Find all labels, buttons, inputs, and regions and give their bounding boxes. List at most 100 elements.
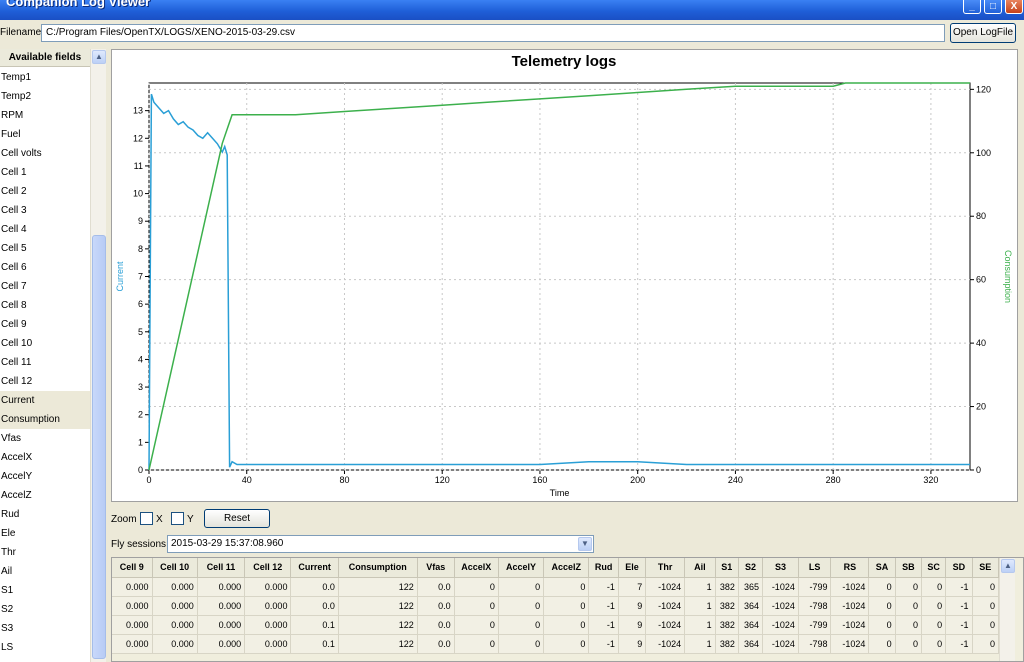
field-item[interactable]: Cell 12	[1, 376, 33, 387]
open-logfile-button[interactable]: Open LogFile	[950, 23, 1016, 43]
y-left-tick-label: 13	[133, 106, 143, 116]
table-row[interactable]: 0.000 0.000 0.000 0.000 0.1 122 0.0 0 0 0 -1 9 -1024…	[112, 634, 999, 654]
y-left-tick-label: 11	[134, 161, 143, 171]
field-item[interactable]: Cell 7	[1, 281, 27, 292]
field-item[interactable]: Cell 1	[1, 167, 27, 178]
y-right-tick-label: 60	[976, 275, 986, 285]
table-cell: -1024	[762, 596, 799, 616]
field-item[interactable]: S2	[1, 604, 14, 615]
column-header[interactable]: Cell 12	[244, 558, 292, 578]
x-tick-label: 200	[630, 475, 645, 485]
column-header[interactable]: SE	[972, 558, 999, 578]
field-item[interactable]: Cell volts	[1, 148, 42, 159]
table-cell: 0	[895, 577, 922, 597]
table-cell: 0	[454, 615, 499, 635]
y-left-tick-label: 4	[138, 354, 143, 364]
field-item[interactable]: Consumption	[0, 410, 90, 429]
column-header[interactable]: Ele	[618, 558, 647, 578]
field-item[interactable]: Fuel	[1, 129, 21, 140]
y-right-tick-label: 0	[976, 465, 981, 475]
zoom-x-checkbox[interactable]	[140, 512, 153, 525]
telemetry-chart[interactable]: Telemetry logs 0 40 80 120 160 200 240 280 320 Tim…	[111, 49, 1018, 502]
column-header[interactable]: S2	[738, 558, 764, 578]
field-item[interactable]: Vfas	[1, 433, 22, 444]
table-cell: 0.000	[244, 634, 292, 654]
field-item[interactable]: AccelX	[1, 452, 33, 463]
y-left-tick-label: 9	[138, 216, 143, 226]
scroll-thumb[interactable]	[92, 235, 106, 659]
filename-row: Filename C:/Program Files/OpenTX/LOGS/XE…	[0, 22, 1024, 44]
y-left-tick-label: 6	[138, 299, 143, 309]
field-item[interactable]: LS	[1, 642, 14, 653]
minimize-button[interactable]: _	[963, 0, 981, 14]
table-cell: 382	[715, 615, 739, 635]
maximize-button[interactable]: □	[984, 0, 1002, 14]
column-header[interactable]: S1	[715, 558, 739, 578]
field-item[interactable]: Cell 10	[1, 338, 33, 349]
column-header[interactable]: S3	[762, 558, 799, 578]
column-header[interactable]: Consumption	[338, 558, 418, 578]
column-header[interactable]: Vfas	[417, 558, 455, 578]
table-cell: 122	[338, 615, 418, 635]
table-row[interactable]: 0.000 0.000 0.000 0.000 0.0 122 0.0 0 0 0 -1 7 -1024…	[112, 577, 999, 597]
scroll-up-icon[interactable]: ▲	[92, 50, 106, 64]
column-header[interactable]: Cell 9	[112, 558, 153, 578]
column-header[interactable]: SD	[945, 558, 973, 578]
column-header[interactable]: RS	[830, 558, 870, 578]
field-item[interactable]: Current	[0, 391, 90, 410]
table-cell: 0	[972, 615, 999, 635]
scroll-up-icon[interactable]: ▲	[1001, 559, 1015, 573]
close-button[interactable]: X	[1005, 0, 1023, 14]
field-item[interactable]: Cell 6	[1, 262, 27, 273]
column-header[interactable]: AccelX	[454, 558, 499, 578]
field-item[interactable]: AccelZ	[1, 490, 32, 501]
zoom-y-checkbox[interactable]	[171, 512, 184, 525]
column-header[interactable]: Ail	[684, 558, 716, 578]
x-tick-label: 120	[435, 475, 450, 485]
field-item[interactable]: S3	[1, 623, 14, 634]
field-item[interactable]: Cell 8	[1, 300, 27, 311]
column-header[interactable]: LS	[798, 558, 832, 578]
available-fields-header[interactable]: Available fields	[0, 49, 90, 67]
reset-button[interactable]: Reset	[204, 509, 270, 528]
field-item[interactable]: RPM	[1, 110, 24, 121]
fly-sessions-select[interactable]: 2015-03-29 15:37:08.960 ▼	[167, 535, 594, 553]
field-item[interactable]: AccelY	[1, 471, 33, 482]
field-item[interactable]: Cell 9	[1, 319, 27, 330]
column-header[interactable]: Current	[290, 558, 339, 578]
table-row[interactable]: 0.000 0.000 0.000 0.000 0.0 122 0.0 0 0 0 -1 9 -1024…	[112, 596, 999, 616]
table-scrollbar[interactable]: ▲	[999, 558, 1015, 661]
table-cell: 0	[498, 615, 545, 635]
field-item[interactable]: Cell 5	[1, 243, 27, 254]
field-item[interactable]: Ele	[1, 528, 16, 539]
series-line-current	[148, 93, 970, 471]
field-item[interactable]: Cell 11	[1, 357, 32, 368]
field-item[interactable]: Cell 3	[1, 205, 27, 216]
chevron-down-icon[interactable]: ▼	[578, 537, 592, 551]
column-header[interactable]: AccelY	[498, 558, 545, 578]
field-item[interactable]: Ail	[1, 566, 13, 577]
fields-scrollbar[interactable]: ▲	[90, 49, 106, 662]
field-item[interactable]: Cell 2	[1, 186, 27, 197]
column-header[interactable]: Cell 11	[197, 558, 246, 578]
column-header[interactable]: AccelZ	[543, 558, 590, 578]
table-cell: 0	[543, 615, 590, 635]
table-cell: 0.0	[417, 577, 455, 597]
column-header[interactable]: Rud	[588, 558, 619, 578]
column-header[interactable]: SB	[895, 558, 922, 578]
zoom-x-label: X	[156, 514, 163, 525]
field-item[interactable]: Thr	[1, 547, 16, 558]
field-item[interactable]: Rud	[1, 509, 20, 520]
field-item[interactable]: Temp2	[1, 91, 32, 102]
table-cell: 0.1	[290, 615, 339, 635]
column-header[interactable]: SA	[868, 558, 896, 578]
column-header[interactable]: SC	[921, 558, 947, 578]
column-header[interactable]: Thr	[645, 558, 686, 578]
window-title: Companion Log Viewer	[6, 0, 151, 9]
field-item[interactable]: Cell 4	[1, 224, 27, 235]
field-item[interactable]: Temp1	[1, 72, 32, 83]
filename-field[interactable]: C:/Program Files/OpenTX/LOGS/XENO-2015-0…	[41, 24, 945, 42]
column-header[interactable]: Cell 10	[152, 558, 198, 578]
table-row[interactable]: 0.000 0.000 0.000 0.000 0.1 122 0.0 0 0 0 -1 9 -1024…	[112, 615, 999, 635]
field-item[interactable]: S1	[1, 585, 14, 596]
